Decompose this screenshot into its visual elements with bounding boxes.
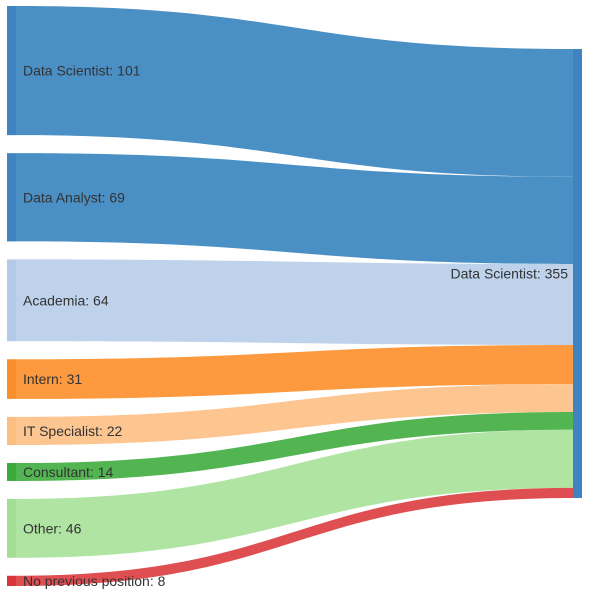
sankey-nodes (7, 6, 582, 586)
source-label-other-6: Other: 46 (23, 520, 82, 536)
source-label-consultant-5: Consultant: 14 (23, 464, 113, 480)
target-label-data-scientist: Data Scientist: 355 (450, 266, 568, 282)
source-node-data-scientist-0[interactable] (7, 6, 16, 136)
source-label-data-scientist-0: Data Scientist: 101 (23, 63, 141, 79)
source-label-intern-3: Intern: 31 (23, 371, 82, 387)
source-node-it-specialist-4[interactable] (7, 416, 16, 446)
source-node-consultant-5[interactable] (7, 463, 16, 481)
target-node-data-scientist[interactable] (573, 49, 582, 498)
source-node-academia-2[interactable] (7, 259, 16, 342)
source-node-other-6[interactable] (7, 498, 16, 558)
source-label-no-previous-position-7: No previous position: 8 (23, 573, 166, 589)
sankey-links (16, 6, 573, 586)
sankey-labels: Data Scientist: 101 Data Analyst: 69 Acade… (23, 63, 568, 589)
link-data-scientist-0[interactable] (16, 6, 573, 177)
source-node-no-previous-position-7[interactable] (7, 575, 16, 586)
source-node-intern-3[interactable] (7, 359, 16, 399)
source-label-academia-2: Academia: 64 (23, 292, 109, 308)
link-intern-3[interactable] (16, 344, 573, 399)
source-label-data-analyst-1: Data Analyst: 69 (23, 189, 125, 205)
link-academia-2[interactable] (16, 259, 573, 345)
link-it-specialist-4[interactable] (16, 384, 573, 446)
link-consultant-5[interactable] (16, 411, 573, 481)
source-label-it-specialist-4: IT Specialist: 22 (23, 423, 123, 439)
link-data-analyst-1[interactable] (16, 153, 573, 265)
link-other-6[interactable] (16, 429, 573, 558)
source-node-data-analyst-1[interactable] (7, 153, 16, 242)
link-no-previous-position-7[interactable] (16, 487, 573, 586)
